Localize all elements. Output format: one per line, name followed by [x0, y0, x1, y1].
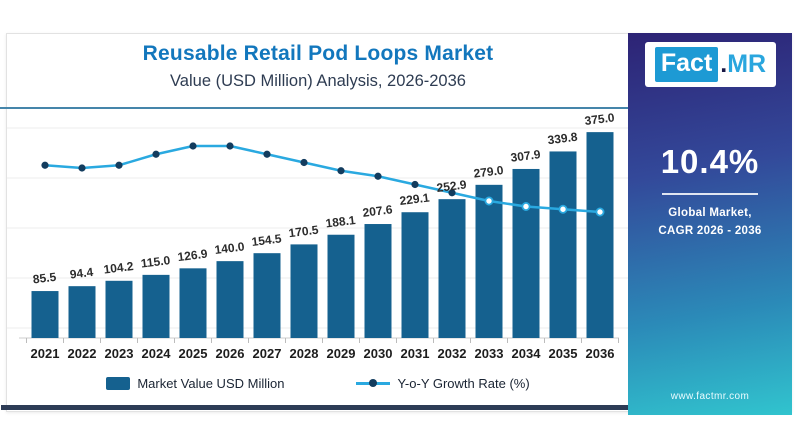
stat-caption: Global Market, CAGR 2026 - 2036: [628, 205, 792, 241]
growth-marker-2033: [484, 196, 494, 206]
chart-legend: Market Value USD Million Y-o-Y Growth Ra…: [7, 372, 629, 394]
logo-fact-text: Fact: [654, 47, 719, 82]
bar-2034: [512, 168, 540, 338]
x-axis-label-2026: 2026: [216, 346, 245, 361]
x-axis-label-2031: 2031: [401, 346, 430, 361]
x-axis-label-2036: 2036: [586, 346, 615, 361]
line-legend-dot-icon: [369, 379, 378, 387]
x-axis-label-2035: 2035: [549, 346, 578, 361]
bar-2026: [216, 261, 244, 338]
cagr-stat-value: 10.4%: [660, 143, 760, 180]
x-axis-label-2021: 2021: [31, 346, 60, 361]
bar-value-label-2024: 115.0: [140, 253, 171, 271]
brand-panel: Fact. MR 10.4% Global Market, CAGR 2026 -…: [628, 33, 792, 415]
bar-value-label-2021: 85.5: [32, 270, 57, 287]
chart-subtitle: Value (USD Million) Analysis, 2026-2036: [170, 72, 466, 90]
bar-value-label-2026: 140.0: [214, 239, 246, 257]
bar-value-label-2027: 154.5: [251, 231, 283, 249]
x-axis-label-2025: 2025: [179, 346, 208, 361]
bar-value-label-2036: 375.0: [584, 113, 616, 128]
x-axis-label-2024: 2024: [142, 346, 172, 361]
bar-value-label-2032: 252.9: [436, 177, 468, 195]
logo-mr-text: MR: [727, 50, 767, 78]
bar-value-label-2022: 94.4: [69, 265, 94, 282]
growth-marker-2025: [189, 142, 197, 150]
bar-2027: [253, 253, 281, 338]
stat-caption-line1: Global Market,: [668, 207, 752, 219]
bar-value-label-2035: 339.8: [547, 130, 579, 148]
bar-2024: [142, 274, 170, 338]
line-legend-label: Y-o-Y Growth Rate (%): [397, 375, 530, 391]
x-axis-label-2028: 2028: [290, 346, 319, 361]
bar-2030: [364, 224, 392, 338]
factmr-logo: Fact. MR: [645, 42, 776, 87]
x-axis-label-2033: 2033: [475, 346, 504, 361]
x-axis-label-2023: 2023: [105, 346, 134, 361]
market-value-bar-line-chart: 85.5 94.4 104.2 115.0 126.9 140.0 154.5 170.5 18…: [7, 113, 629, 361]
bar-value-label-2031: 229.1: [399, 190, 431, 208]
growth-marker-2026: [226, 142, 234, 150]
bar-2031: [401, 212, 429, 338]
bar-value-label-2028: 170.5: [288, 223, 320, 241]
growth-marker-2024: [152, 150, 160, 158]
website-link[interactable]: www.factmr.com: [670, 391, 750, 402]
bar-2022: [68, 286, 96, 338]
bar-legend-swatch: [106, 376, 131, 390]
x-axis-label-2027: 2027: [253, 346, 282, 361]
bar-2036: [586, 132, 614, 338]
line-legend-swatch: [356, 379, 391, 387]
x-axis-label-2022: 2022: [68, 346, 97, 361]
bar-2033: [475, 184, 503, 338]
growth-marker-2027: [263, 150, 271, 158]
x-axis-label-2034: 2034: [512, 346, 542, 361]
bar-2025: [179, 268, 207, 338]
growth-marker-2036: [595, 207, 605, 217]
bar-2021: [31, 291, 59, 338]
growth-marker-2023: [115, 161, 123, 169]
stat-divider: [662, 193, 758, 195]
bar-2023: [105, 280, 133, 338]
chart-title: Reusable Retail Pod Loops Market: [142, 42, 494, 65]
growth-rate-line: [43, 144, 602, 214]
bar-value-label-2023: 104.2: [103, 259, 135, 277]
bar-value-label-2034: 307.9: [510, 147, 542, 165]
bar-value-label-2030: 207.6: [362, 202, 394, 220]
growth-marker-2034: [521, 202, 531, 212]
bottom-accent-bar: [1, 405, 629, 410]
bar-legend-label: Market Value USD Million: [137, 375, 285, 391]
legend-item-market-value: Market Value USD Million: [106, 376, 284, 391]
bar-value-label-2025: 126.9: [177, 247, 209, 265]
title-divider: [0, 107, 630, 109]
bar-2029: [327, 234, 355, 338]
x-axis-label-2029: 2029: [327, 346, 356, 361]
growth-marker-2028: [300, 158, 308, 167]
logo-dot-text: .: [720, 50, 728, 78]
x-axis-label-2030: 2030: [364, 346, 393, 361]
growth-marker-2030: [374, 172, 382, 180]
x-axis-label-2032: 2032: [438, 346, 467, 361]
growth-marker-2035: [558, 204, 568, 214]
bar-2028: [290, 244, 318, 338]
bar-2035: [549, 151, 577, 338]
bar-value-label-2029: 188.1: [325, 213, 357, 231]
growth-marker-2032: [448, 189, 456, 197]
stat-caption-line2: CAGR 2026 - 2036: [658, 224, 762, 237]
bar-value-label-2033: 279.0: [473, 163, 505, 181]
legend-item-growth-rate: Y-o-Y Growth Rate (%): [356, 375, 530, 391]
bar-2032: [438, 199, 466, 338]
growth-marker-2029: [337, 167, 345, 175]
growth-marker-2022: [78, 164, 86, 172]
growth-marker-2021: [41, 161, 49, 169]
growth-marker-2031: [411, 180, 419, 189]
